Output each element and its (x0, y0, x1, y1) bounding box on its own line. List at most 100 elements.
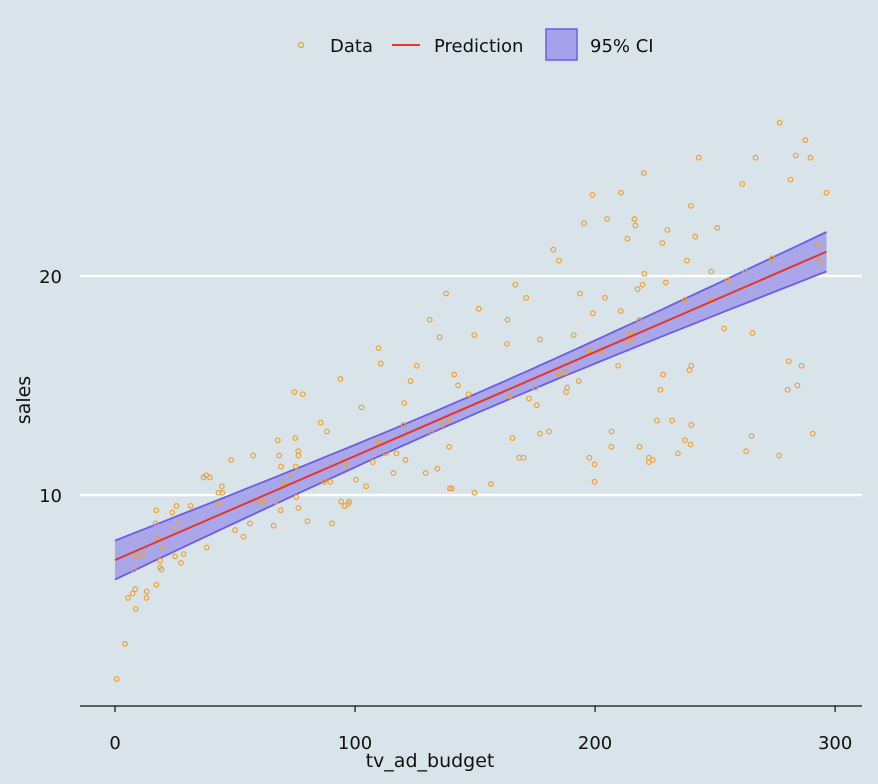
data-point (641, 270, 648, 277)
data-point (292, 435, 299, 441)
data-point (591, 478, 598, 485)
data-point (504, 316, 511, 323)
legend-ci-label: 95% CI (590, 36, 654, 57)
data-point (247, 520, 253, 527)
data-point (550, 246, 557, 253)
data-point (618, 189, 624, 196)
data-point (504, 340, 510, 347)
data-point (446, 485, 453, 492)
data-point (276, 452, 283, 459)
data-point (608, 428, 615, 435)
data-point (113, 676, 120, 682)
data-point (428, 428, 435, 435)
data-point (687, 202, 694, 209)
data-point (785, 358, 792, 365)
legend-data-marker (297, 41, 305, 49)
data-point (125, 595, 131, 601)
data-point (343, 461, 349, 468)
data-point (455, 382, 461, 389)
data-point (393, 450, 400, 457)
data-point (401, 400, 408, 406)
data-point (277, 507, 284, 514)
data-point (261, 498, 268, 505)
data-point (448, 485, 455, 492)
data-point (784, 386, 791, 393)
data-point (321, 478, 328, 485)
data-point (660, 371, 666, 378)
prediction-line (114, 250, 827, 561)
data-point (807, 154, 814, 161)
data-point (133, 553, 139, 560)
data-point (270, 522, 277, 529)
data-point (153, 507, 160, 514)
data-point (304, 518, 311, 525)
data-point (402, 457, 409, 463)
data-point (708, 268, 715, 275)
y-tick-label: 20 (39, 267, 62, 288)
data-point (636, 316, 643, 323)
data-point (748, 432, 755, 439)
data-point (739, 181, 746, 187)
data-point (176, 518, 183, 525)
data-point (512, 281, 519, 288)
data-point (203, 544, 210, 551)
data-point (327, 478, 334, 485)
data-point (639, 281, 646, 288)
y-axis-label: sales (13, 376, 35, 424)
data-point (570, 332, 577, 338)
data-point (274, 437, 281, 444)
data-point (520, 454, 527, 461)
data-point (627, 330, 634, 336)
data-point (130, 566, 137, 573)
prediction-line-group (114, 250, 827, 561)
data-point (657, 386, 664, 393)
data-point (293, 494, 300, 501)
data-point (152, 520, 159, 527)
data-point (662, 279, 669, 286)
data-point (714, 224, 721, 231)
legend-ci-swatch (545, 28, 578, 61)
data-point (617, 308, 624, 314)
data-point (172, 553, 178, 560)
data-point (215, 500, 222, 507)
data-points (113, 119, 830, 682)
data-point (291, 389, 298, 395)
data-point (659, 240, 666, 247)
data-point (451, 371, 458, 378)
data-point (823, 189, 830, 196)
data-point (615, 362, 622, 369)
data-point (187, 503, 194, 509)
data-point (769, 255, 775, 262)
data-point (278, 463, 285, 470)
data-point (589, 192, 596, 198)
data-point (413, 362, 420, 369)
data-point (272, 498, 279, 505)
data-point (295, 448, 302, 455)
data-point (555, 371, 562, 378)
data-point (180, 551, 187, 558)
data-point (121, 641, 128, 647)
data-point (228, 457, 234, 463)
data-point (292, 463, 299, 470)
data-point (749, 330, 756, 336)
data-point (358, 404, 365, 411)
data-point (338, 498, 345, 505)
data-point (546, 428, 552, 435)
data-point (752, 154, 759, 161)
data-point (443, 290, 449, 297)
data-point (624, 338, 631, 345)
data-point (636, 443, 643, 450)
data-point (586, 454, 593, 461)
data-point (353, 476, 359, 483)
data-point (575, 378, 582, 384)
data-point (426, 316, 433, 323)
data-point (407, 378, 414, 384)
data-point (590, 310, 596, 317)
data-point (240, 533, 247, 540)
data-point (400, 421, 407, 428)
data-point (129, 590, 136, 597)
data-point (317, 419, 324, 426)
data-point (536, 336, 543, 343)
data-point (798, 362, 805, 369)
data-point (604, 216, 610, 222)
